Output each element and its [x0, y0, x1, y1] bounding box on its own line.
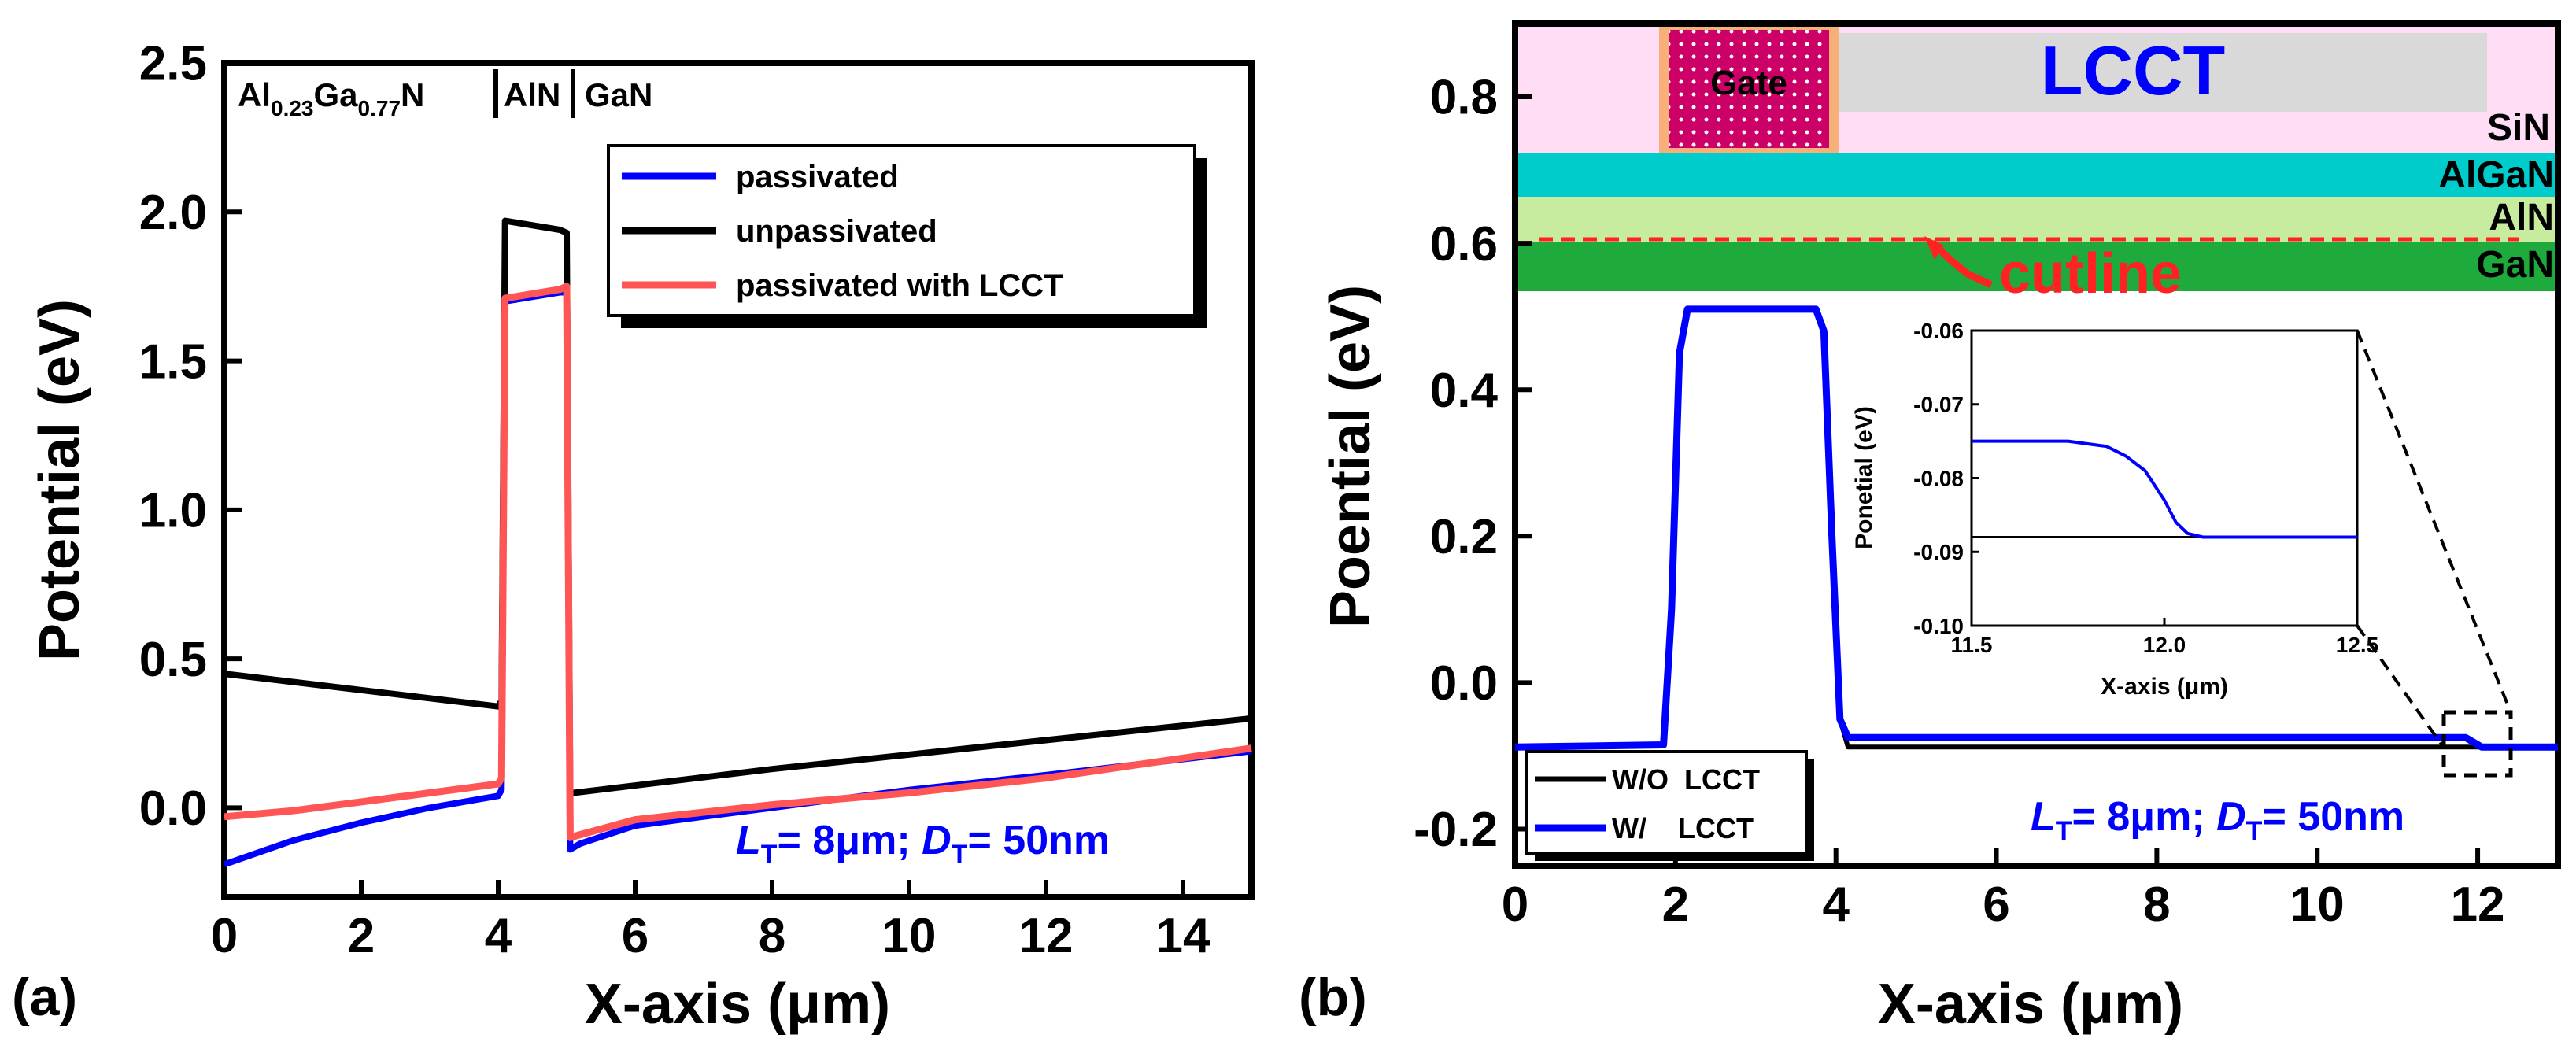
x-tick-label: 4	[1822, 877, 1850, 932]
inset-frame	[1970, 329, 2359, 627]
aln-label: AlN	[2489, 197, 2554, 238]
panel-b-xlabel: X-axis (μm)	[1878, 973, 2183, 1036]
panel-b: Gate LCCT SiN AlGaN AlN GaN cutline 0 2 4 6…	[1319, 20, 2561, 1036]
inset-series	[1972, 439, 2357, 539]
y-tick-label: 0.5	[139, 633, 207, 687]
zoom-leader-bottom	[2356, 624, 2445, 749]
x-tick-label: 2	[1662, 877, 1689, 932]
lcct-label: LCCT	[2041, 31, 2226, 109]
series-line-passivated	[223, 289, 1252, 868]
device-schematic: Gate LCCT SiN AlGaN AlN GaN cutline	[1515, 24, 2558, 305]
panel-b-series	[1514, 305, 2558, 751]
inset-xlabel: X-axis (μm)	[2101, 674, 2228, 700]
zoom-leader-top	[2356, 330, 2512, 713]
y-tick-label: -0.10	[1913, 614, 1964, 638]
aln-layer	[1515, 197, 2558, 242]
panel-a-frame	[221, 60, 1255, 900]
x-tick-label: 12.0	[2143, 633, 2186, 657]
x-tick-label: 10	[2290, 877, 2345, 932]
x-tick-label: 12	[1019, 909, 1074, 963]
x-tick-label: 12	[2451, 877, 2505, 932]
x-tick-label: 8	[759, 909, 785, 963]
panel-a-legend: passivated unpassivated passivated with …	[607, 144, 1207, 328]
y-tick-label: -0.06	[1913, 319, 1964, 343]
gate-metal	[1669, 30, 1829, 148]
region-label-gan: GaN	[585, 76, 652, 113]
y-tick-label: 0.6	[1430, 217, 1498, 272]
x-tick-label: 14	[1156, 909, 1210, 963]
x-tick-label: 2	[348, 909, 375, 963]
panel-b-legend: W/O LCCT W/ LCCT	[1525, 750, 1814, 861]
y-tick-label: 1.5	[139, 334, 207, 389]
cutline-label: cutline	[1999, 242, 2182, 305]
x-tick-label: 0	[211, 909, 238, 963]
legend-label-without-lcct: W/O LCCT	[1612, 763, 1760, 796]
x-tick-label: 12.5	[2336, 633, 2379, 657]
panel-a-xlabel: X-axis (μm)	[585, 973, 890, 1036]
panel-a: 0 2 4 6 8 10 12 14 0.0 0.5 1.0 1.5 2.0 2.5 Al0.23Ga0.…	[28, 37, 1255, 1036]
x-tick-label: 0	[1502, 877, 1528, 932]
lcct-layer	[1834, 33, 2487, 112]
y-tick-label: 1.0	[139, 484, 207, 538]
panel-a-label: (a)	[12, 967, 77, 1027]
gan-label: GaN	[2476, 244, 2554, 286]
panel-b-ylabel: Poential (eV)	[1319, 285, 1382, 628]
y-tick-label: 0.8	[1430, 71, 1498, 125]
region-label-aln: AlN	[504, 76, 560, 113]
legend-label-lcct: passivated with LCCT	[736, 268, 1063, 303]
inset-ticks: 11.5 12.0 12.5 -0.10 -0.09 -0.08 -0.07 -0.06	[1913, 319, 2378, 657]
inset-line-with-lcct	[1972, 439, 2357, 539]
gate-label: Gate	[1710, 64, 1787, 102]
series-line-lcct	[224, 283, 1252, 841]
gan-layer	[1515, 242, 2558, 291]
algan-layer	[1515, 153, 2558, 197]
cutline-arrow-icon	[1929, 239, 1993, 289]
legend-label-passivated: passivated	[736, 160, 899, 194]
sin-label: SiN	[2487, 107, 2550, 149]
y-tick-label: -0.08	[1913, 466, 1964, 490]
legend-label-with-lcct: W/ LCCT	[1612, 812, 1754, 844]
panel-b-label: (b)	[1299, 967, 1367, 1027]
legend-label-unpassivated: unpassivated	[736, 214, 937, 249]
zoom-box	[2441, 710, 2513, 778]
y-tick-label: -0.2	[1414, 803, 1498, 857]
panel-b-ticks: 0 2 4 6 8 10 12 -0.2 0.0 0.2 0.4 0.6 0.8	[1414, 71, 2504, 932]
x-tick-label: 11.5	[1951, 633, 1993, 657]
algan-label: AlGaN	[2438, 154, 2554, 196]
x-tick-label: 6	[1983, 877, 2009, 932]
x-tick-label: 10	[882, 909, 937, 963]
panel-a-ticks: 0 2 4 6 8 10 12 14 0.0 0.5 1.0 1.5 2.0 2.5	[139, 37, 1210, 963]
x-tick-label: 4	[485, 909, 512, 963]
panel-a-ylabel: Potential (eV)	[28, 299, 91, 661]
y-tick-label: 0.0	[1430, 656, 1498, 711]
x-tick-label: 6	[622, 909, 649, 963]
legend-box	[1525, 750, 1808, 855]
y-tick-label: -0.07	[1913, 393, 1964, 417]
panel-b-frame	[1512, 20, 2561, 869]
inset-ylabel: Ponetial (eV)	[1851, 406, 1877, 549]
cutline-arrowhead-icon	[1924, 236, 1944, 260]
region-label-algan: Al0.23Ga0.77N	[238, 76, 424, 120]
y-tick-label: 0.4	[1430, 364, 1499, 418]
panel-a-annotation: LT= 8μm; DT= 50nm	[736, 818, 1110, 870]
panel-a-series	[223, 217, 1252, 868]
inset-plot: 11.5 12.0 12.5 -0.10 -0.09 -0.08 -0.07 -0.06 X-…	[1851, 319, 2378, 700]
y-tick-label: 2.0	[139, 186, 207, 240]
x-tick-label: 8	[2143, 877, 2170, 932]
series-line-with-lcct	[1514, 305, 2558, 751]
panel-b-annotation: LT= 8μm; DT= 50nm	[2031, 794, 2404, 846]
y-tick-label: 0.2	[1430, 510, 1498, 564]
y-tick-label: 0.0	[139, 781, 207, 836]
y-tick-label: -0.09	[1913, 540, 1964, 564]
y-tick-label: 2.5	[139, 37, 207, 91]
